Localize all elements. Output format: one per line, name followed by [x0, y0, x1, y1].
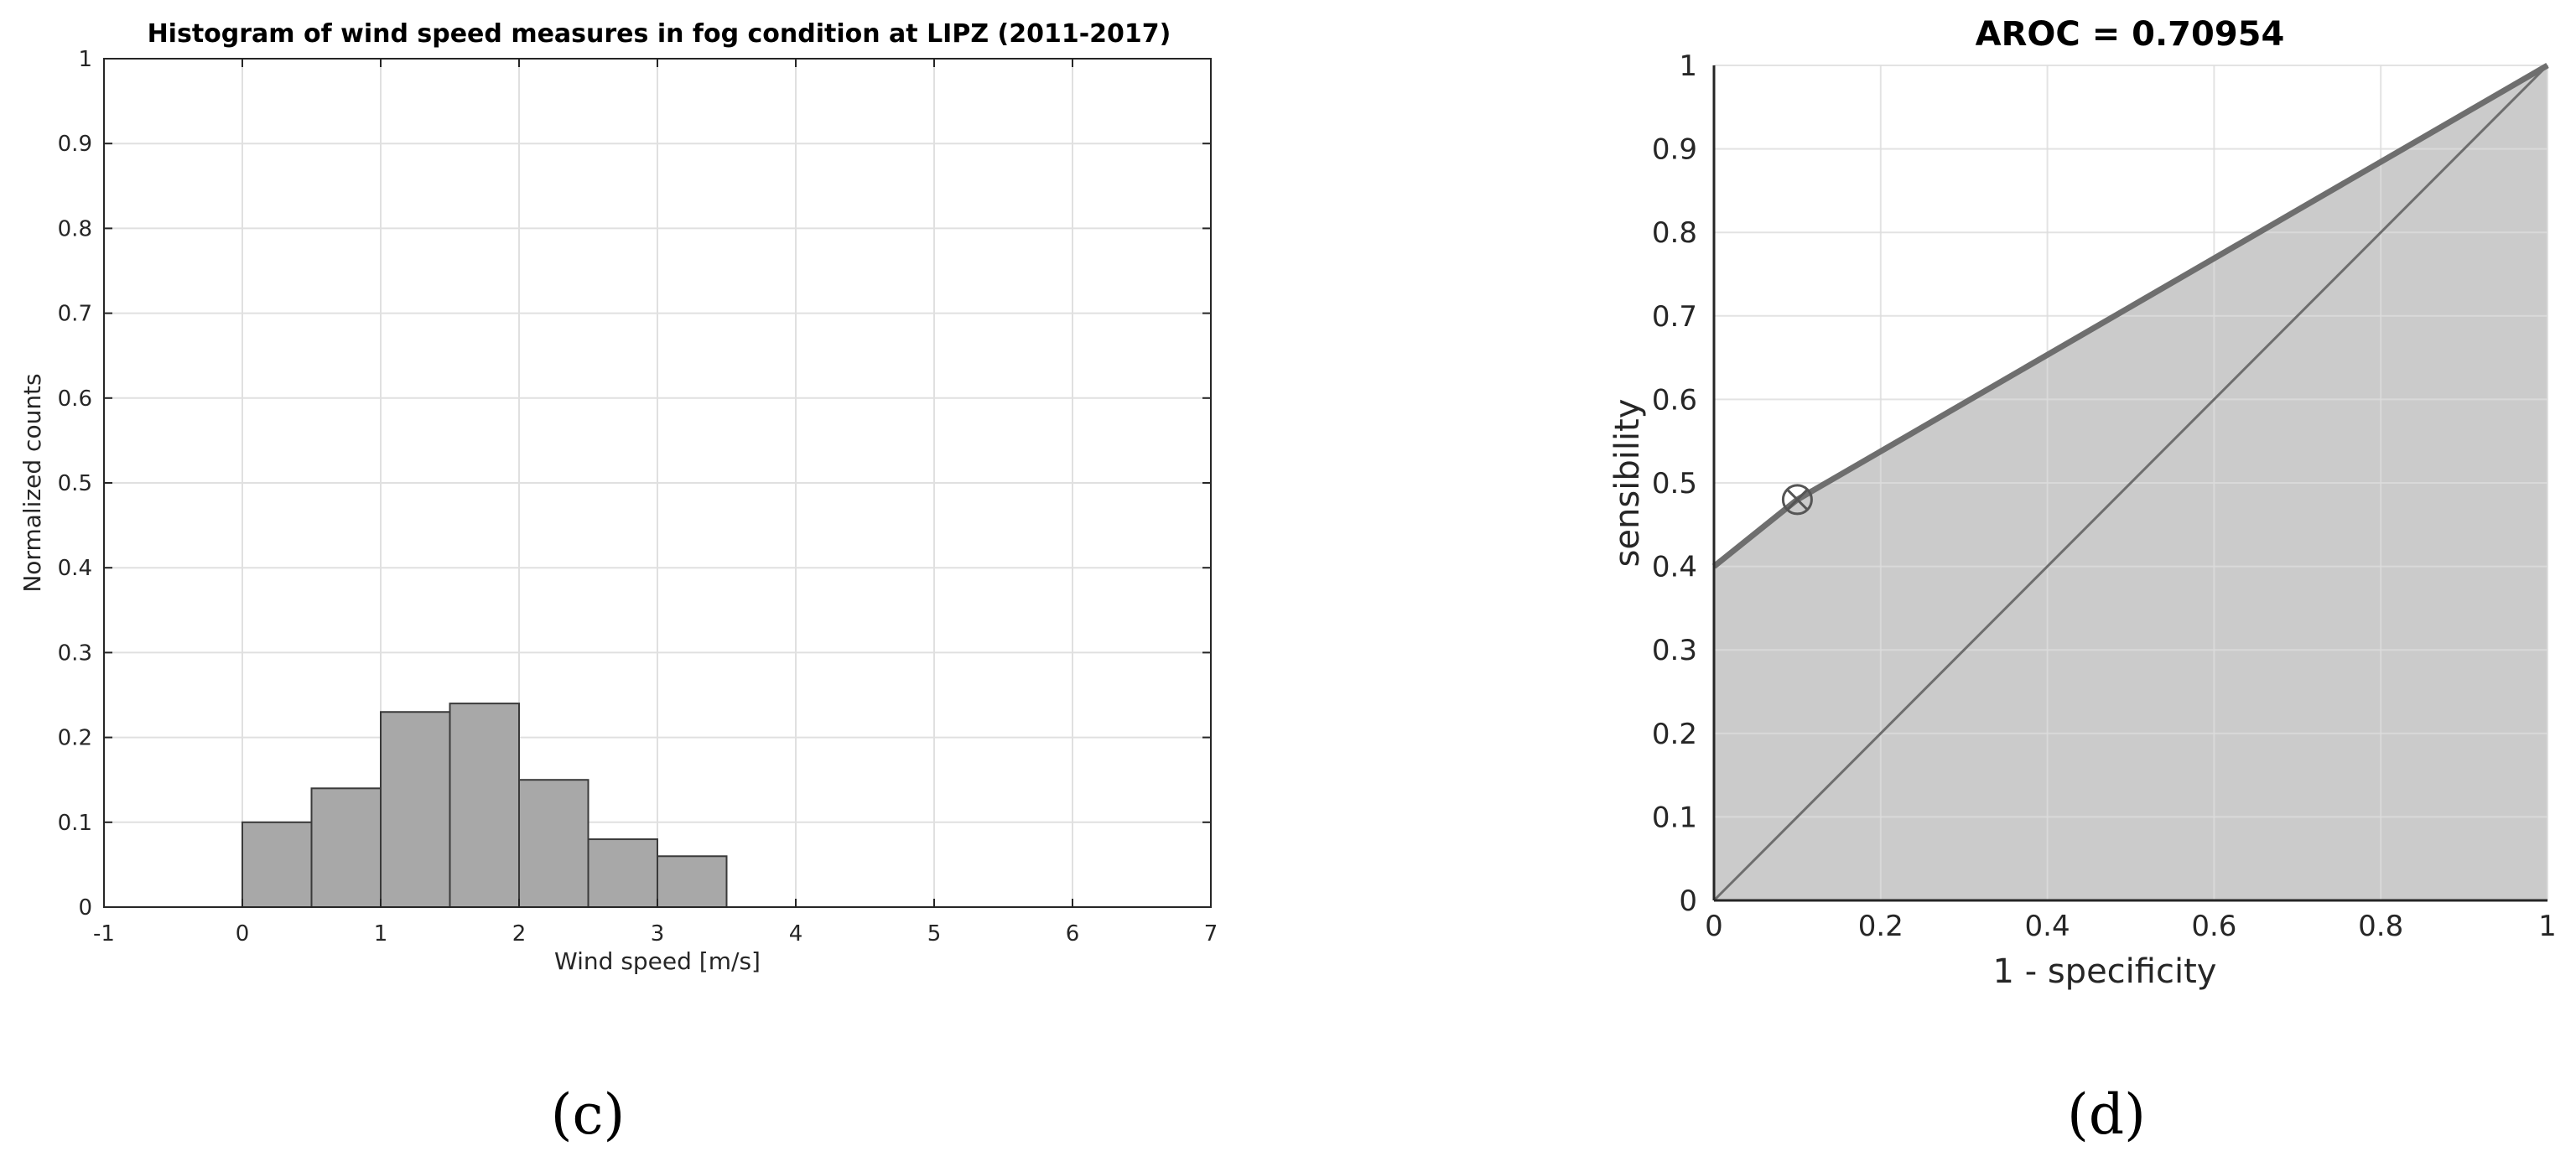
roc-y-tick-label: 0.5: [1652, 467, 1697, 501]
roc-tick-labels: 0 0.2 0.4 0.6 0.8 1 0 0.1 0.2 0.3 0.4 0.5 0.6 0.7 0.8 0…: [1652, 49, 2557, 943]
histogram-x-tick-label: -1: [93, 921, 115, 947]
histogram-x-tick-label: 6: [1066, 921, 1080, 947]
roc-diagonal-line: [1712, 64, 2549, 902]
histogram-y-tick-label: 0: [78, 895, 92, 921]
histogram-x-tick-label: 2: [512, 921, 527, 947]
roc-y-tick-label: 0.7: [1652, 300, 1697, 334]
roc-grid: [1713, 65, 2548, 901]
histogram-title: Histogram of wind speed measures in fog …: [148, 19, 1171, 49]
histogram-bar: [242, 821, 313, 908]
roc-x-axis-label: 1 - specificity: [1993, 952, 2217, 991]
roc-x-tick-label: 0: [1705, 910, 1723, 943]
roc-y-tick-label: 1: [1679, 49, 1697, 83]
histogram-grid: [103, 58, 1212, 908]
histogram-bar: [449, 703, 520, 908]
roc-panel: AROC = 0.70954 0 0.2 0.4 0.6 0.8 100.10.20.30…: [1608, 15, 2557, 1147]
histogram-x-tick-label: 7: [1204, 921, 1218, 947]
roc-y-axis-label: sensibility: [1608, 399, 1647, 568]
histogram-bar: [518, 779, 589, 909]
histogram-y-tick-label: 0.3: [58, 641, 92, 666]
histogram-y-tick-label: 0.2: [58, 726, 92, 751]
histogram-bar: [380, 711, 451, 908]
roc-y-tick-label: 0.3: [1652, 634, 1697, 667]
histogram-x-tick-label: 1: [374, 921, 388, 947]
histogram-tick-labels: -1 0 1 2 3 4 5 6 700.10.20.30.40.50.60.70.80.91: [58, 47, 1218, 947]
roc-y-tick-label: 0.2: [1652, 718, 1697, 751]
roc-y-tick-label: 0.8: [1652, 216, 1697, 250]
roc-operating-point-marker: [1781, 484, 1813, 516]
histogram-bars: [242, 703, 728, 909]
roc-y-tick-label: 0.9: [1652, 133, 1697, 167]
histogram-bar: [587, 838, 658, 908]
histogram-y-tick-label: 0.4: [58, 556, 92, 581]
roc-x-tick-label: 0.6: [2191, 910, 2236, 943]
roc-y-tick-label: 0.1: [1652, 801, 1697, 834]
panel-label-d: (d): [2067, 1082, 2146, 1147]
histogram-x-tick-label: 3: [651, 921, 665, 947]
histogram-x-tick-label: 4: [789, 921, 803, 947]
histogram-y-axis-label: Normalized counts: [18, 373, 46, 592]
histogram-bar: [657, 855, 728, 909]
histogram-bar: [310, 787, 382, 908]
roc-y-tick-label: 0: [1679, 884, 1697, 918]
roc-x-tick-label: 1: [2538, 910, 2557, 943]
histogram-y-tick-label: 0.8: [58, 216, 92, 241]
histogram-x-axis-label: Wind speed [m/s]: [554, 947, 761, 975]
histogram-x-tick-label: 0: [236, 921, 250, 947]
histogram-panel: Histogram of wind speed measures in fog …: [18, 19, 1218, 1147]
roc-x-tick-label: 0.2: [1858, 910, 1903, 943]
histogram-y-tick-label: 0.1: [58, 811, 92, 836]
roc-y-tick-label: 0.6: [1652, 383, 1697, 417]
histogram-y-tick-label: 0.5: [58, 471, 92, 496]
histogram-y-tick-label: 1: [78, 47, 92, 72]
histogram-y-tick-label: 0.9: [58, 132, 92, 157]
roc-x-tick-label: 0.4: [2025, 910, 2070, 943]
panel-label-c: (c): [551, 1082, 625, 1147]
roc-y-tick-label: 0.4: [1652, 551, 1697, 584]
roc-x-tick-label: 0.8: [2358, 910, 2403, 943]
histogram-x-tick-label: 5: [927, 921, 942, 947]
histogram-y-tick-label: 0.6: [58, 386, 92, 412]
histogram-y-tick-label: 0.7: [58, 302, 92, 327]
roc-title: AROC = 0.70954: [1976, 15, 2285, 54]
